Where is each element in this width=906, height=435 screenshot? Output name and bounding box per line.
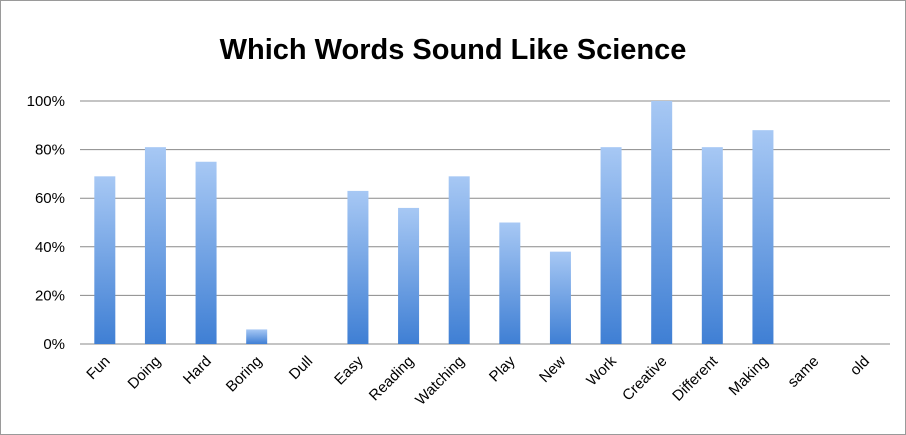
bar-boring <box>246 329 267 344</box>
y-tick-label: 60% <box>35 190 65 207</box>
x-category-label: Creative <box>619 353 671 405</box>
x-category-label: New <box>536 353 569 386</box>
y-tick-label: 40% <box>35 239 65 256</box>
y-tick-label: 0% <box>43 336 65 353</box>
y-axis-ticks: 0% 20% 40% 60% 80% 100% <box>27 93 65 353</box>
x-category-label: Reading <box>366 353 418 405</box>
x-category-label: Different <box>669 352 722 405</box>
x-category-label: Dull <box>286 353 316 383</box>
x-category-label: Hard <box>180 353 215 388</box>
bar-new <box>550 252 571 344</box>
x-category-label: Watching <box>412 353 468 409</box>
bar-play <box>499 223 520 345</box>
bar-work <box>601 147 622 344</box>
bar-making <box>752 130 773 344</box>
bar-easy <box>347 191 368 344</box>
x-category-label: Doing <box>125 353 165 393</box>
bar-watching <box>449 176 470 344</box>
y-tick-label: 100% <box>27 93 65 110</box>
bar-fun <box>94 176 115 344</box>
bar-creative <box>651 101 672 344</box>
y-tick-label: 80% <box>35 142 65 159</box>
x-category-label: old <box>847 353 873 379</box>
bar-different <box>702 147 723 344</box>
x-category-label: same <box>784 353 822 391</box>
x-category-label: Work <box>583 352 620 389</box>
bars <box>94 101 773 344</box>
x-category-label: Easy <box>331 352 367 388</box>
y-tick-label: 20% <box>35 287 65 304</box>
bar-hard <box>196 162 217 344</box>
x-category-label: Fun <box>83 353 113 383</box>
x-category-label: Boring <box>223 353 266 396</box>
x-category-label: Play <box>486 352 519 385</box>
x-axis-categories: Fun Doing Hard Boring Dull Easy ReadingWatchin… <box>83 352 873 408</box>
bar-doing <box>145 147 166 344</box>
x-category-label: Making <box>726 353 772 399</box>
bar-reading <box>398 208 419 344</box>
